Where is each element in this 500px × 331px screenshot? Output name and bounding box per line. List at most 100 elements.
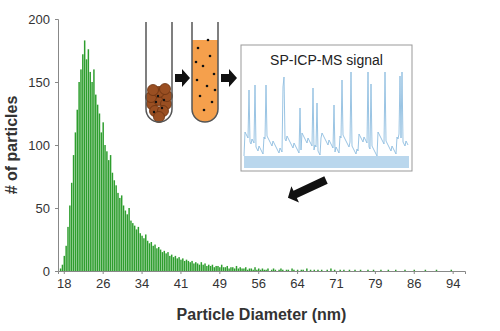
bar <box>199 265 200 271</box>
bar <box>293 270 294 271</box>
bar <box>162 252 163 271</box>
bar <box>414 270 415 271</box>
signal-baseline <box>244 156 409 168</box>
bar <box>99 114 100 272</box>
bar <box>254 267 255 271</box>
bar <box>356 271 357 272</box>
bar <box>197 263 198 271</box>
x-tick-mark <box>375 271 376 274</box>
y-tick-label: 50 <box>36 201 50 216</box>
bar <box>415 271 416 272</box>
bar <box>71 183 72 271</box>
x-tick: 71 <box>329 271 343 291</box>
bar <box>245 267 246 271</box>
bar <box>464 271 465 272</box>
bar <box>89 72 90 271</box>
bar <box>364 271 365 272</box>
bar <box>280 268 281 271</box>
bar <box>173 257 174 271</box>
y-tick: 200 <box>28 12 58 27</box>
bar <box>117 193 118 271</box>
bar <box>217 266 218 271</box>
nanoparticle <box>202 65 205 68</box>
bar <box>82 54 83 271</box>
x-tick: 18 <box>57 271 71 291</box>
x-tick-mark <box>142 271 143 274</box>
bar <box>243 268 244 271</box>
y-tick: 150 <box>28 75 58 90</box>
bar <box>449 271 450 272</box>
bar <box>275 270 276 271</box>
bar <box>184 261 185 271</box>
bar <box>132 223 133 271</box>
bar <box>371 271 372 272</box>
bar <box>354 270 355 271</box>
x-tick-label: 41 <box>174 276 188 291</box>
x-tick: 34 <box>135 271 149 291</box>
bar <box>362 271 363 272</box>
x-tick-mark <box>219 271 220 274</box>
bar <box>252 270 253 271</box>
nanoparticle <box>199 95 202 98</box>
bar <box>269 271 270 272</box>
bar <box>177 258 178 271</box>
bar <box>299 271 300 272</box>
bar <box>386 271 387 272</box>
bar <box>160 250 161 271</box>
bar <box>434 271 435 272</box>
bar <box>154 245 155 271</box>
bar <box>188 261 189 271</box>
y-tick-mark <box>55 208 58 209</box>
bar <box>225 267 226 271</box>
y-tick-label: 0 <box>43 264 50 279</box>
nanoparticle <box>161 107 163 109</box>
signal-box <box>241 45 412 171</box>
bar <box>112 173 113 271</box>
nanoparticle <box>197 47 200 50</box>
bar <box>75 132 76 271</box>
suspension <box>192 40 218 122</box>
bar <box>419 271 420 272</box>
bar <box>445 271 446 272</box>
x-tick-label: 34 <box>135 276 149 291</box>
x-tick-mark <box>64 271 65 274</box>
bar <box>282 270 283 271</box>
y-tick-mark <box>55 145 58 146</box>
bar <box>182 258 183 271</box>
y-tick: 50 <box>36 201 58 216</box>
bar <box>110 155 111 271</box>
chart: 1826344149566471798694050100150200Partic… <box>0 0 500 331</box>
bar <box>391 271 392 272</box>
y-tick-mark <box>55 82 58 83</box>
bar <box>351 271 352 272</box>
bar <box>206 266 207 271</box>
x-tick-mark <box>180 271 181 274</box>
x-tick-label: 79 <box>368 276 382 291</box>
bar <box>389 271 390 272</box>
bar <box>382 271 383 272</box>
x-tick: 56 <box>251 271 265 291</box>
bar <box>388 270 389 271</box>
x-tick-label: 94 <box>446 276 460 291</box>
nanoparticle <box>209 55 212 58</box>
bar <box>152 246 153 271</box>
bar <box>365 271 366 272</box>
bar <box>62 265 63 271</box>
x-tick: 94 <box>446 271 460 291</box>
bar <box>319 271 320 272</box>
bar <box>330 268 331 271</box>
bar <box>358 271 359 272</box>
bar <box>395 270 396 271</box>
bar <box>325 271 326 272</box>
bar <box>102 122 103 271</box>
x-axis: 1826344149566471798694 <box>57 271 465 291</box>
bar <box>399 271 400 272</box>
bar <box>171 255 172 271</box>
bar <box>88 49 89 271</box>
bar <box>138 227 139 271</box>
nanoparticle <box>157 95 159 97</box>
bar <box>271 270 272 271</box>
bar <box>336 271 337 272</box>
nanoparticle <box>206 85 209 88</box>
bar <box>430 271 431 272</box>
